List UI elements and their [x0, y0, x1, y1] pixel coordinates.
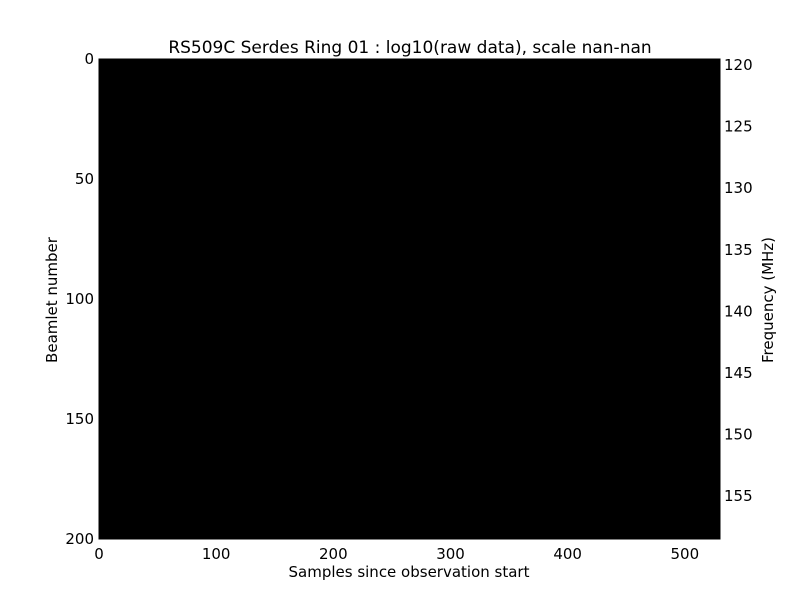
y2-tick-label: 120: [724, 56, 753, 74]
x-tick-label: 100: [202, 545, 231, 563]
y2-axis-label: Frequency (MHz): [759, 237, 777, 363]
y2-tick-label: 135: [724, 241, 753, 259]
x-tick-label: 200: [319, 545, 348, 563]
x-tick-label: 300: [436, 545, 465, 563]
x-tick-label: 0: [94, 545, 104, 563]
y-tick-label: 0: [84, 50, 94, 68]
y2-tick-label: 145: [724, 364, 753, 382]
x-axis-label: Samples since observation start: [289, 563, 530, 581]
y-tick-label: 100: [65, 290, 94, 308]
y2-tick-label: 155: [724, 487, 753, 505]
chart-title: RS509C Serdes Ring 01 : log10(raw data),…: [168, 38, 651, 58]
y-axis-label: Beamlet number: [43, 236, 61, 363]
y-tick-label: 50: [75, 170, 94, 188]
y2-tick-label: 125: [724, 118, 753, 136]
y-tick-label: 200: [65, 530, 94, 548]
x-tick-label: 400: [553, 545, 582, 563]
heatmap-image: [98, 58, 721, 540]
x-tick-label: 500: [671, 545, 700, 563]
y2-tick-label: 130: [724, 179, 753, 197]
y-tick-label: 150: [65, 410, 94, 428]
y2-tick-label: 140: [724, 302, 753, 320]
y2-tick-label: 150: [724, 425, 753, 443]
